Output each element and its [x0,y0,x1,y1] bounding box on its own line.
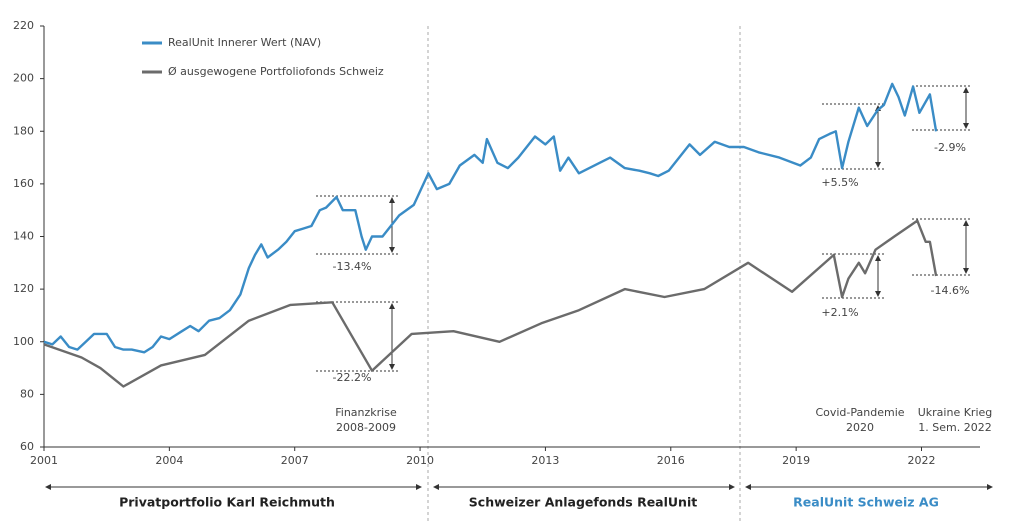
x-tick-label: 2019 [782,454,810,467]
x-tick-label: 2004 [155,454,183,467]
change-label: +2.1% [821,306,858,319]
x-tick-label: 2016 [657,454,685,467]
event-label: 2020 [846,421,874,434]
brackets [316,85,970,372]
event-label: Finanzkrise [335,406,397,419]
y-tick-label: 100 [13,335,34,348]
change-label: -22.2% [333,371,372,384]
x-tick-label: 2001 [30,454,58,467]
separators [427,26,741,522]
section-label: Privatportfolio Karl Reichmuth [119,495,335,510]
x-tick-label: 2007 [281,454,309,467]
y-tick-label: 140 [13,230,34,243]
x-tick-label: 2013 [531,454,559,467]
y-tick-label: 180 [13,124,34,137]
change-label: -13.4% [333,260,372,273]
change-label: -14.6% [931,284,970,297]
y-tick-label: 120 [13,282,34,295]
series-line [43,82,938,354]
x-tick-label: 2010 [406,454,434,467]
event-label: 1. Sem. 2022 [918,421,991,434]
event-label: 2008-2009 [336,421,396,434]
y-tick-label: 60 [20,440,34,453]
legend-label: Ø ausgewogene Portfoliofonds Schweiz [168,65,384,78]
legend-label: RealUnit Innerer Wert (NAV) [168,36,321,49]
series-line [43,219,938,388]
section-label: Schweizer Anlagefonds RealUnit [469,495,697,510]
y-tick-label: 220 [13,19,34,32]
change-label: -2.9% [934,141,966,154]
y-tick-label: 160 [13,177,34,190]
event-label: Covid-Pandemie [815,406,904,419]
change-label: +5.5% [821,176,858,189]
x-tick-label: 2022 [908,454,936,467]
event-label: Ukraine Krieg [918,406,993,419]
y-tick-label: 80 [20,387,34,400]
y-tick-label: 200 [13,72,34,85]
section-label: RealUnit Schweiz AG [793,495,939,510]
